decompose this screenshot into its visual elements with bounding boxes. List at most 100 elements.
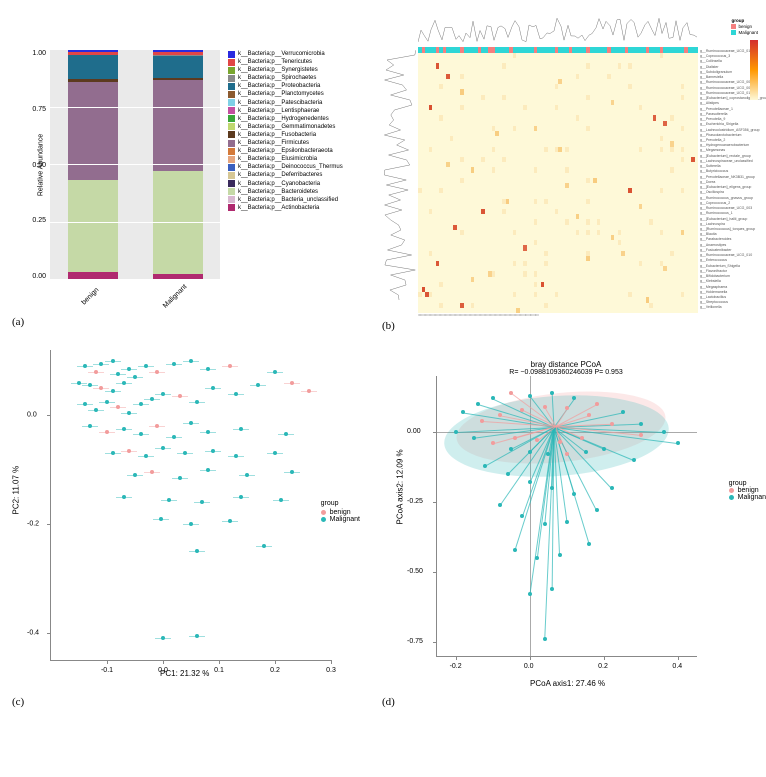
scatter-point — [161, 636, 165, 640]
scatter-point — [83, 402, 87, 406]
scatter-point — [122, 381, 126, 385]
scatter-point — [498, 503, 502, 507]
legend-item: k__Bacteria;p__Patescibacteria — [228, 99, 343, 107]
pca-scatter: -0.4-0.20.0-0.10.00.10.20.3 — [50, 350, 331, 661]
legend-label: k__Bacteria;p__Planctomycetes — [238, 90, 324, 98]
scatter-point — [262, 544, 266, 548]
scatter-point — [139, 402, 143, 406]
legend-item: Malignant — [729, 494, 766, 501]
scatter-point — [167, 498, 171, 502]
scatter-point — [461, 410, 465, 414]
scatter-point — [155, 370, 159, 374]
legend-label: k__Bacteria;p__Tenericutes — [238, 58, 312, 66]
scatter-point — [195, 549, 199, 553]
legend-item: k__Bacteria;p__Hydrogenedentes — [228, 115, 343, 123]
legend-label: k__Bacteria;p__Fusobacteria — [238, 131, 316, 139]
scatter-point — [580, 436, 584, 440]
scatter-point — [234, 392, 238, 396]
scatter-point — [150, 397, 154, 401]
scatter-point — [133, 375, 137, 379]
scatter-point — [94, 408, 98, 412]
legend-a: k__Bacteria;p__Verrucomicrobiak__Bacteri… — [228, 50, 343, 212]
scatter-point — [189, 359, 193, 363]
scatter-point — [491, 441, 495, 445]
scatter-point — [127, 367, 131, 371]
dendrogram-top — [418, 14, 698, 42]
scatter-point — [144, 364, 148, 368]
scatter-point — [239, 495, 243, 499]
legend-item: k__Bacteria;p__Planctomycetes — [228, 90, 343, 98]
bars-container — [50, 50, 220, 280]
scatter-point — [506, 472, 510, 476]
heatmap — [418, 53, 698, 313]
legend-item: k__Bacteria;p__Gemmatimonadetes — [228, 123, 343, 131]
scatter-point — [189, 421, 193, 425]
scatter-point — [77, 381, 81, 385]
scatter-point — [172, 435, 176, 439]
scatter-point — [105, 400, 109, 404]
scatter-point — [621, 410, 625, 414]
scatter-point — [195, 634, 199, 638]
scatter-point — [528, 592, 532, 596]
scatter-point — [307, 389, 311, 393]
scatter-point — [127, 411, 131, 415]
scatter-point — [195, 400, 199, 404]
scatter-point — [211, 386, 215, 390]
scatter-point — [550, 486, 554, 490]
scatter-point — [472, 436, 476, 440]
legend-label: k__Bacteria;p__Epsilonbacteraeota — [238, 147, 333, 155]
group-legend-b: groupbenignMalignant — [731, 18, 758, 36]
scatter-point — [172, 362, 176, 366]
scatter-point — [565, 520, 569, 524]
scatter-point — [550, 391, 554, 395]
scatter-point — [183, 451, 187, 455]
scatter-point — [543, 405, 547, 409]
scatter-point — [178, 476, 182, 480]
scatter-point — [228, 364, 232, 368]
scatter-point — [480, 419, 484, 423]
legend-label: k__Bacteria;p__Bacteroidetes — [238, 188, 318, 196]
scatter-point — [662, 430, 666, 434]
scatter-point — [543, 522, 547, 526]
pcoa-stats: R= −0.0988109360246039 P= 0.953 — [436, 369, 696, 376]
bar-benign — [68, 50, 118, 280]
scatter-point — [535, 556, 539, 560]
scatter-point — [83, 364, 87, 368]
scatter-point — [476, 402, 480, 406]
scatter-point — [558, 440, 562, 444]
legend-title: group — [321, 500, 360, 507]
legend-item: k__Bacteria;p__Deferribacteres — [228, 171, 343, 179]
scatter-point — [676, 441, 680, 445]
legend-item: k__Bacteria;p__Actinobacteria — [228, 204, 343, 212]
legend-item: k__Bacteria;p__Lentisphaerae — [228, 107, 343, 115]
scatter-point — [572, 492, 576, 496]
scatter-point — [206, 468, 210, 472]
scatter-point — [279, 498, 283, 502]
scatter-point — [150, 470, 154, 474]
legend-item: k__Bacteria;p__Verrucomicrobia — [228, 50, 343, 58]
stacked-bar-plot: Relative Abundance 1.000.750.500.250.00 … — [50, 50, 220, 280]
scatter-point — [498, 413, 502, 417]
scatter-point — [111, 451, 115, 455]
scatter-point — [239, 427, 243, 431]
legend-item: k__Bacteria;p__Elusimicrobia — [228, 155, 343, 163]
scatter-point — [99, 362, 103, 366]
scatter-point — [284, 432, 288, 436]
scatter-point — [509, 391, 513, 395]
legend-item: k__Bacteria;p__Spirochaetes — [228, 74, 343, 82]
scatter-point — [528, 450, 532, 454]
scatter-point — [513, 548, 517, 552]
scatter-point — [99, 386, 103, 390]
scatter-point — [122, 427, 126, 431]
scatter-point — [273, 451, 277, 455]
legend-label: k__Bacteria;p__Actinobacteria — [238, 204, 319, 212]
legend-item: k__Bacteria;p__Firmicutes — [228, 139, 343, 147]
scatter-point — [509, 447, 513, 451]
scatter-point — [639, 433, 643, 437]
pcoa-scatter: -0.75-0.50-0.250.00-0.20.00.20.4 — [436, 376, 697, 657]
scatter-point — [116, 372, 120, 376]
scatter-point — [206, 367, 210, 371]
scatter-point — [543, 637, 547, 641]
scatter-point — [565, 452, 569, 456]
scatter-point — [290, 381, 294, 385]
